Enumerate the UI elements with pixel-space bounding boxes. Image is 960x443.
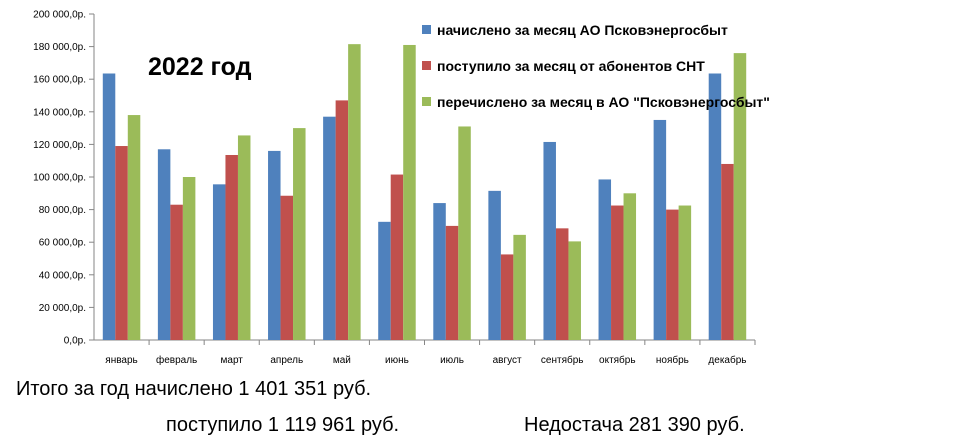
bar — [653, 119, 667, 340]
y-tick-label: 140 000,0р. — [33, 107, 86, 118]
bar — [598, 179, 612, 340]
bar — [390, 174, 404, 340]
bar — [555, 228, 569, 340]
bar — [500, 254, 514, 340]
y-tick-label: 40 000,0р. — [39, 270, 86, 281]
y-tick-label: 0,0р. — [64, 336, 86, 347]
bar — [666, 209, 679, 340]
bar — [623, 193, 637, 340]
bar — [170, 204, 183, 340]
bar — [488, 190, 501, 340]
y-tick-label: 20 000,0р. — [39, 303, 86, 314]
bar — [568, 241, 581, 340]
legend-swatch — [422, 25, 431, 34]
bar — [157, 149, 171, 340]
bar — [733, 53, 747, 341]
legend-swatch — [422, 61, 431, 70]
bar-chart: 0,0р. 20 000,0р. 40 000,0р. 60 000,0р. 80 00… — [33, 10, 770, 367]
y-tick-label: 60 000,0р. — [39, 238, 86, 249]
x-tick-label: июнь — [385, 355, 409, 366]
y-tick-label: 180 000,0р. — [33, 42, 86, 53]
bar — [403, 44, 416, 340]
x-tick-label: июль — [440, 355, 464, 366]
x-tick-label: август — [493, 355, 522, 366]
bar — [348, 44, 361, 340]
bar — [102, 73, 116, 341]
bar — [280, 195, 294, 340]
bar — [293, 128, 306, 340]
y-tick-label: 100 000,0р. — [33, 173, 86, 184]
chart-title: 2022 год — [148, 53, 252, 81]
y-tick-label: 120 000,0р. — [33, 140, 86, 151]
y-tick-label: 160 000,0р. — [33, 75, 86, 86]
bar — [115, 146, 128, 340]
bar — [458, 126, 471, 340]
bar — [721, 163, 734, 340]
x-tick-label: сентябрь — [541, 354, 584, 366]
summary-shortage: Недостача 281 390 руб. — [524, 414, 745, 436]
legend-label: поступило за месяц от абонентов СНТ — [437, 58, 705, 74]
legend-swatch — [422, 97, 431, 106]
x-tick-label: октябрь — [599, 354, 636, 366]
bar — [445, 225, 459, 340]
bar — [543, 141, 556, 340]
legend-label: перечислено за месяц в АО "Псковэнергосб… — [437, 94, 770, 110]
bar — [212, 184, 226, 340]
summary-total-accrued: Итого за год начислено 1 401 351 руб. — [16, 378, 372, 400]
x-tick-label: апрель — [270, 355, 303, 366]
bar — [127, 115, 141, 340]
x-tick-label: февраль — [156, 354, 197, 366]
legend-label: начислено за месяц АО Псковэнергосбыт — [437, 22, 728, 38]
bar — [433, 203, 446, 340]
bar — [225, 154, 238, 340]
bar — [708, 73, 722, 341]
x-tick-label: декабрь — [708, 354, 746, 366]
bar — [323, 116, 336, 340]
x-tick-label: март — [221, 355, 244, 366]
x-tick-label: май — [333, 355, 351, 366]
bar — [237, 135, 251, 340]
summary-total-received: поступило 1 119 961 руб. — [166, 414, 400, 436]
x-tick-label: январь — [105, 355, 137, 366]
x-tick-label: ноябрь — [656, 354, 689, 366]
bar — [678, 205, 692, 340]
bar — [268, 150, 281, 340]
y-tick-label: 80 000,0р. — [39, 205, 86, 216]
bar — [611, 205, 624, 340]
y-tick-label: 200 000,0р. — [33, 10, 86, 21]
bar — [513, 234, 526, 340]
bar — [378, 221, 391, 340]
bar — [182, 177, 196, 340]
bar — [335, 100, 349, 340]
